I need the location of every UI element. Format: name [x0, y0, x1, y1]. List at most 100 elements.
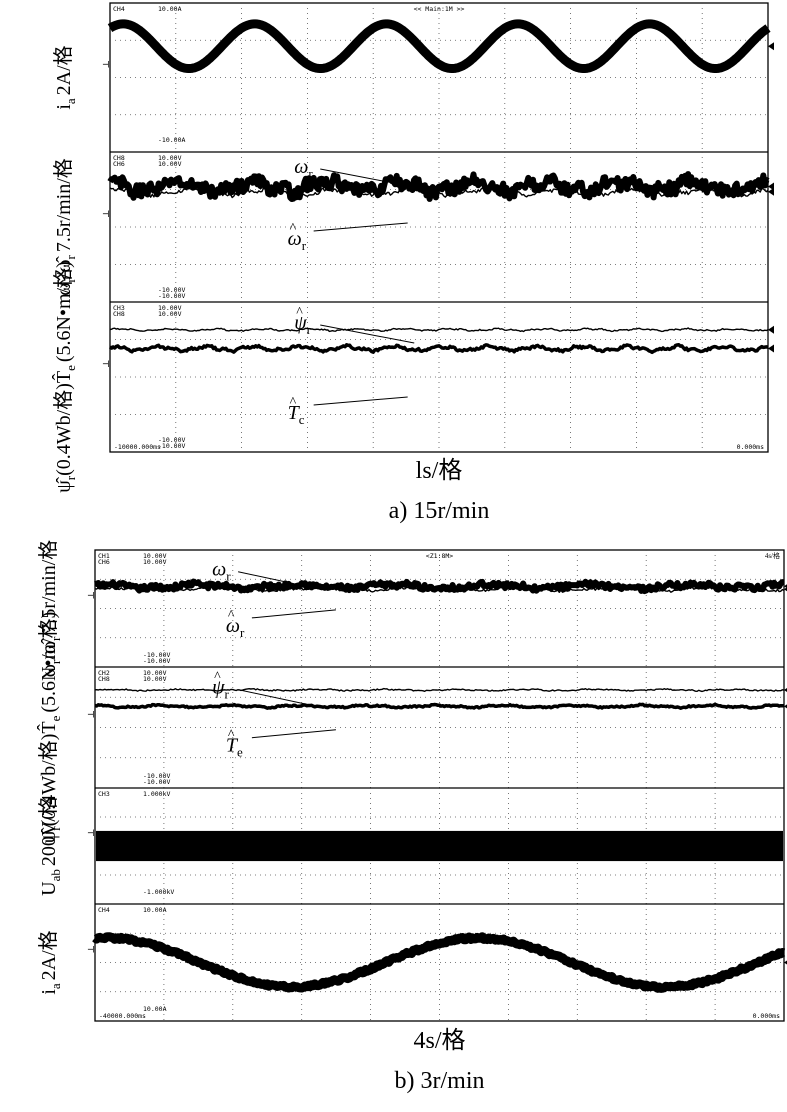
figure-caption: a) 15r/min — [389, 498, 490, 524]
y-axis-label-part: 7.5r/min/格 — [37, 540, 60, 634]
annotation-symbol: ω — [212, 559, 226, 581]
annotation-subscript: r — [308, 166, 313, 181]
y-axis-label-part: r — [48, 826, 63, 831]
channel-label: 10.00V — [158, 160, 182, 168]
series-line — [108, 342, 769, 355]
y-axis-label-part: T̂ — [36, 721, 60, 733]
y-axis-label-part: e — [63, 365, 78, 371]
series-line — [94, 702, 785, 710]
channel-label: 10.00V — [158, 304, 182, 312]
annotation-label: ωr — [226, 615, 245, 640]
figure-b: CH1 10.00V CH6 10.00V -10.00V -10.00V ⊣ ωr/ω̂r7… — [0, 540, 787, 1107]
y-axis-label: Uab 200V/格 — [37, 796, 63, 896]
annotation-symbol: ω — [294, 156, 308, 178]
annotation-hat: ^ — [214, 670, 221, 685]
ground-marker: ⊣ — [102, 60, 110, 70]
y-axis-label-part: 2A/格 — [52, 45, 75, 95]
panel-1-3: CH4 10.00A 10.00A ⊣ ia 2A/格 — [37, 903, 787, 1021]
top-right-label: 4s/格 — [765, 551, 780, 560]
annotation-leader — [320, 324, 415, 344]
annotation-label: ψr — [212, 677, 229, 702]
annotation-label: Tc — [288, 402, 305, 427]
channel-bottom-label: -10.00V — [158, 442, 185, 450]
ground-marker: ⊣ — [102, 359, 110, 369]
y-axis-label: ψ̂r(0.4Wb/格)T̂e(5.6N•m/格) — [51, 261, 78, 493]
y-axis-label-part: r — [63, 278, 78, 283]
channel-label: CH6 — [98, 558, 110, 566]
channel-label: 10.00V — [143, 558, 167, 566]
y-axis-label-part: (0.4Wb/格) — [37, 734, 60, 827]
x-axis-label: 4s/格 — [413, 1027, 465, 1054]
annotation-leader — [251, 609, 336, 619]
y-axis-label-part: ω — [38, 664, 60, 677]
y-axis-label: ωr/ω̂r7.5r/min/格 — [37, 540, 63, 677]
annotation-symbol: T — [226, 735, 239, 757]
annotation-subscript: e — [237, 745, 243, 760]
series-line — [109, 185, 769, 199]
series-line — [109, 327, 769, 333]
y-axis-label-part: ω̂ — [38, 637, 60, 654]
channel-label: CH1 — [98, 552, 110, 560]
channel-label: 10.00V — [143, 675, 167, 683]
time-right-label: 0.000ms — [737, 443, 764, 451]
y-axis-label-part: 7.5r/min/格 — [52, 158, 75, 252]
annotation-subscript: r — [302, 238, 307, 253]
y-axis-label-part: ω̂ — [53, 256, 75, 273]
channel-label: CH4 — [113, 5, 125, 13]
time-left-label: -40000.000ms — [99, 1012, 146, 1020]
annotation-hat: ^ — [296, 305, 303, 320]
ground-marker: ⊣ — [87, 710, 95, 720]
figure-caption: b) 3r/min — [395, 1068, 485, 1094]
channel-marker — [784, 960, 787, 965]
y-axis-label-part: a — [48, 983, 63, 989]
channel-bottom-label: 10.00A — [143, 1005, 167, 1013]
time-right-label: 0.000ms — [753, 1012, 780, 1020]
y-axis-label-part: 2A/格 — [37, 930, 60, 980]
channel-label: 10.00A — [158, 5, 182, 13]
channel-bottom-label: -10.00V — [158, 286, 185, 294]
annotation-symbol: ψ — [294, 312, 307, 334]
annotation-symbol: ω — [288, 228, 302, 250]
channel-label: CH6 — [113, 160, 125, 168]
annotation-subscript: r — [240, 625, 245, 640]
channel-label: CH3 — [113, 304, 125, 312]
annotation-subscript: r — [226, 569, 231, 584]
annotation-leader — [320, 168, 415, 188]
annotation-subscript: r — [307, 322, 312, 337]
y-axis-label-part: T̂ — [51, 371, 75, 383]
channel-bottom-label: -10.00V — [143, 651, 170, 659]
channel-bottom-label: -10.00V — [143, 657, 170, 665]
channel-bottom-label: -10.00A — [158, 136, 185, 144]
y-axis-label-part: ψ̂ — [53, 476, 75, 493]
ground-marker: ⊣ — [87, 828, 95, 838]
y-axis-label-part: ψ̂ — [38, 827, 60, 844]
y-axis-label-part: i — [53, 104, 75, 110]
y-axis-label-part: U — [38, 881, 60, 896]
ground-marker: ⊣ — [87, 591, 95, 601]
channel-label: 10.00V — [158, 310, 182, 318]
y-axis-label-part: / — [53, 272, 75, 278]
annotation-subscript: c — [299, 412, 305, 427]
channel-label: CH8 — [98, 675, 110, 683]
annotation-hat: ^ — [290, 221, 297, 236]
channel-bottom-label: -1.000kV — [143, 888, 174, 896]
y-axis-label: ωr/ω̂r7.5r/min/格 — [52, 158, 78, 295]
channel-marker — [784, 584, 787, 589]
y-axis-label-part: e — [48, 715, 63, 721]
channel-bottom-label: -10.00V — [143, 772, 170, 780]
panel-1-2: CH3 1.000kV -1.000kV ⊣ Uab 200V/格 — [37, 787, 784, 904]
annotation-hat: ^ — [228, 608, 235, 623]
y-axis-label-part: a — [63, 98, 78, 104]
channel-label: 10.00V — [143, 669, 167, 677]
channel-label: 10.00V — [158, 154, 182, 162]
y-axis-label-part: / — [38, 654, 60, 660]
y-axis-label-part: r — [48, 659, 63, 664]
channel-marker — [768, 325, 774, 334]
channel-label: CH4 — [98, 906, 110, 914]
series-line — [107, 19, 771, 73]
figure-a: CH4 10.00A -10.00A ⊣ ia 2A/格 CH8 10.00V CH6 10.00… — [0, 0, 787, 540]
